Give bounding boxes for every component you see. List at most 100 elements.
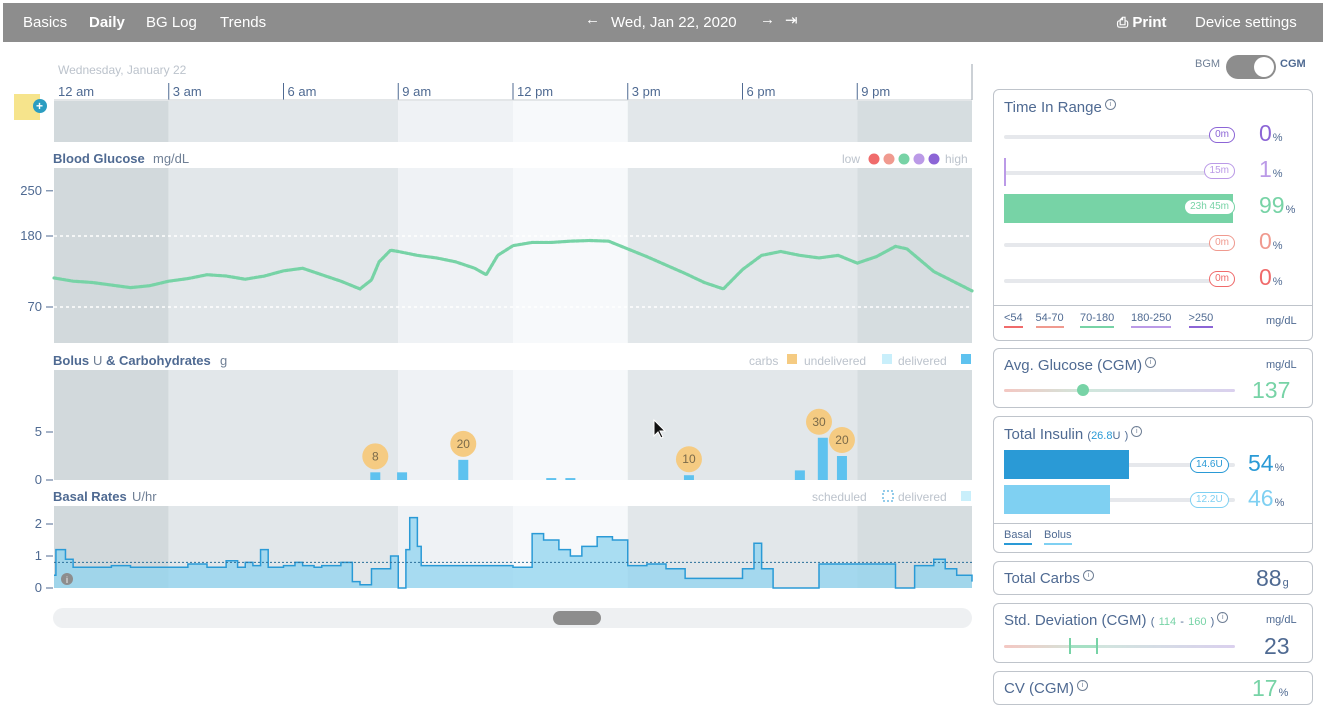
device-settings-button[interactable]: Device settings (1195, 14, 1297, 31)
tir-duration-pill: 0m (1209, 235, 1235, 251)
total-insulin-amount: 26.8 (1091, 430, 1113, 442)
bolus-percent-unit: % (1274, 497, 1285, 509)
tab-basics[interactable]: Basics (23, 14, 68, 31)
bg-tick-label: 250 (20, 183, 42, 198)
info-icon[interactable]: i (1077, 680, 1088, 691)
tab-bg-log[interactable]: BG Log (146, 14, 197, 31)
cv-value: 17 (1252, 675, 1278, 701)
cv-title-wrap: CV (CGM) i (1004, 680, 1088, 697)
next-day-arrow-icon[interactable]: → (760, 11, 775, 28)
stats-panel: BGM CGM Time In Range i 0m 0% 15m 1% 23h 45m 9… (985, 42, 1326, 725)
hour-label: 3 am (173, 84, 202, 99)
info-icon[interactable]: i (1145, 357, 1157, 368)
print-label: Print (1132, 14, 1167, 31)
toggle-knob (1254, 57, 1274, 77)
total-carbs-value-wrap: 88g (1256, 565, 1289, 592)
tab-trends[interactable]: Trends (220, 14, 267, 31)
std-dev-low-marker (1068, 638, 1071, 654)
bolus-bar (370, 472, 381, 480)
timeline-scroll-thumb[interactable] (553, 611, 601, 625)
tir-percent-value: 0 (1259, 264, 1272, 290)
avg-glucose-scale (1004, 389, 1235, 392)
bolus-unit: U (93, 353, 102, 368)
top-navigation-bar: Basics Daily BG Log Trends ← Wed, Jan 22… (3, 3, 1323, 42)
basal-bar (1004, 450, 1129, 479)
tir-bar (1004, 158, 1006, 186)
std-dev-high-marker (1096, 638, 1099, 654)
cv-title: CV (CGM) (1004, 680, 1074, 697)
bg-unit: mg/dL (153, 151, 189, 166)
total-carbs-unit: g (1282, 577, 1289, 589)
info-icon[interactable]: i (1131, 426, 1143, 437)
basal-tick-label: 0 (35, 580, 42, 595)
tir-percent: 0% (1259, 228, 1283, 255)
most-recent-day-icon[interactable]: ⇥ (785, 12, 798, 29)
bgm-cgm-toggle[interactable] (1226, 55, 1276, 79)
basal-tick-label: 1 (35, 548, 42, 563)
print-button[interactable]: ⎙ Print (1117, 14, 1167, 31)
carb-label: 8 (372, 449, 379, 463)
tir-track (1004, 243, 1235, 247)
info-icon[interactable]: i (1082, 570, 1094, 581)
std-dev-sep: - (1180, 616, 1184, 628)
tab-daily[interactable]: Daily (89, 14, 125, 31)
legend-bolus: Bolus (1044, 529, 1072, 545)
info-icon[interactable]: i (1104, 99, 1116, 110)
hour-label: 12 am (58, 84, 94, 99)
cv-value-wrap: 17% (1252, 675, 1288, 702)
legend-delivered-swatch (961, 354, 971, 364)
tir-percent-unit: % (1272, 276, 1283, 288)
bolus-bar (794, 470, 805, 480)
std-dev-title-wrap: Std. Deviation (CGM) ( 114 - 160 ) i (1004, 612, 1229, 629)
timeline-scrollbar[interactable] (53, 608, 972, 628)
daily-chart: Wednesday, January 22 12 am 3 am 6 am 9 am 12… (0, 42, 985, 642)
hour-label: 6 pm (747, 84, 776, 99)
tir-duration-pill: 23h 45m (1184, 199, 1235, 215)
info-icon[interactable]: i (1217, 612, 1229, 623)
avg-glucose-title: Avg. Glucose (CGM) (1004, 357, 1143, 374)
mouse-cursor-icon (653, 418, 667, 439)
tir-divider (994, 305, 1312, 306)
add-note-plus: + (36, 99, 43, 113)
previous-day-arrow-icon[interactable]: ← (585, 11, 600, 28)
basal-info-glyph: i (66, 575, 68, 585)
carbs-unit: g (220, 353, 227, 368)
tir-duration-pill: 0m (1209, 127, 1235, 143)
basal-delivered-line (54, 516, 973, 589)
bg-title: Blood Glucose (53, 151, 145, 166)
tir-percent-unit: % (1285, 204, 1296, 216)
notes-row-band (513, 101, 628, 142)
std-dev-value: 23 (1264, 633, 1290, 659)
bolus-bar (565, 478, 576, 480)
hour-label: 9 am (402, 84, 431, 99)
carb-bubble (675, 446, 702, 473)
legend-basal-delivered-swatch (961, 491, 971, 501)
tir-percent-unit: % (1272, 132, 1283, 144)
tir-percent-value: 99 (1259, 192, 1285, 218)
total-insulin-card: Total Insulin (26.8U ) i 14.6U 54% 12.2U … (993, 416, 1313, 553)
bg-legend-low: low (842, 152, 860, 166)
std-dev-units: mg/dL (1266, 614, 1297, 626)
bolus-bar (397, 472, 408, 480)
bolus-track (1004, 498, 1235, 502)
notes-row-band (742, 101, 858, 142)
bg-band (54, 168, 169, 343)
tir-track (1004, 135, 1235, 139)
bg-band (168, 168, 284, 343)
tir-legend-item: 70-180 (1080, 312, 1115, 328)
bolus-title: Bolus (53, 353, 89, 368)
total-insulin-title-wrap: Total Insulin (26.8U ) i (1004, 426, 1143, 443)
time-in-range-card: Time In Range i 0m 0% 15m 1% 23h 45m 99% 0m 0% 0m… (993, 89, 1313, 341)
carb-bubble (450, 430, 477, 457)
std-dev-paren-open: ( (1150, 616, 1155, 628)
bolus-percent: 46% (1248, 485, 1284, 512)
total-carbs-title-wrap: Total Carbs i (1004, 570, 1094, 587)
cv-card: CV (CGM) i 17% (993, 671, 1313, 705)
carb-label: 30 (812, 415, 826, 429)
bolus-band (54, 370, 169, 480)
std-dev-high: 160 (1188, 616, 1207, 628)
basal-title: Basal Rates (53, 489, 127, 504)
current-date: Wed, Jan 22, 2020 (611, 14, 737, 31)
total-insulin-paren-close: ) (1124, 430, 1129, 442)
